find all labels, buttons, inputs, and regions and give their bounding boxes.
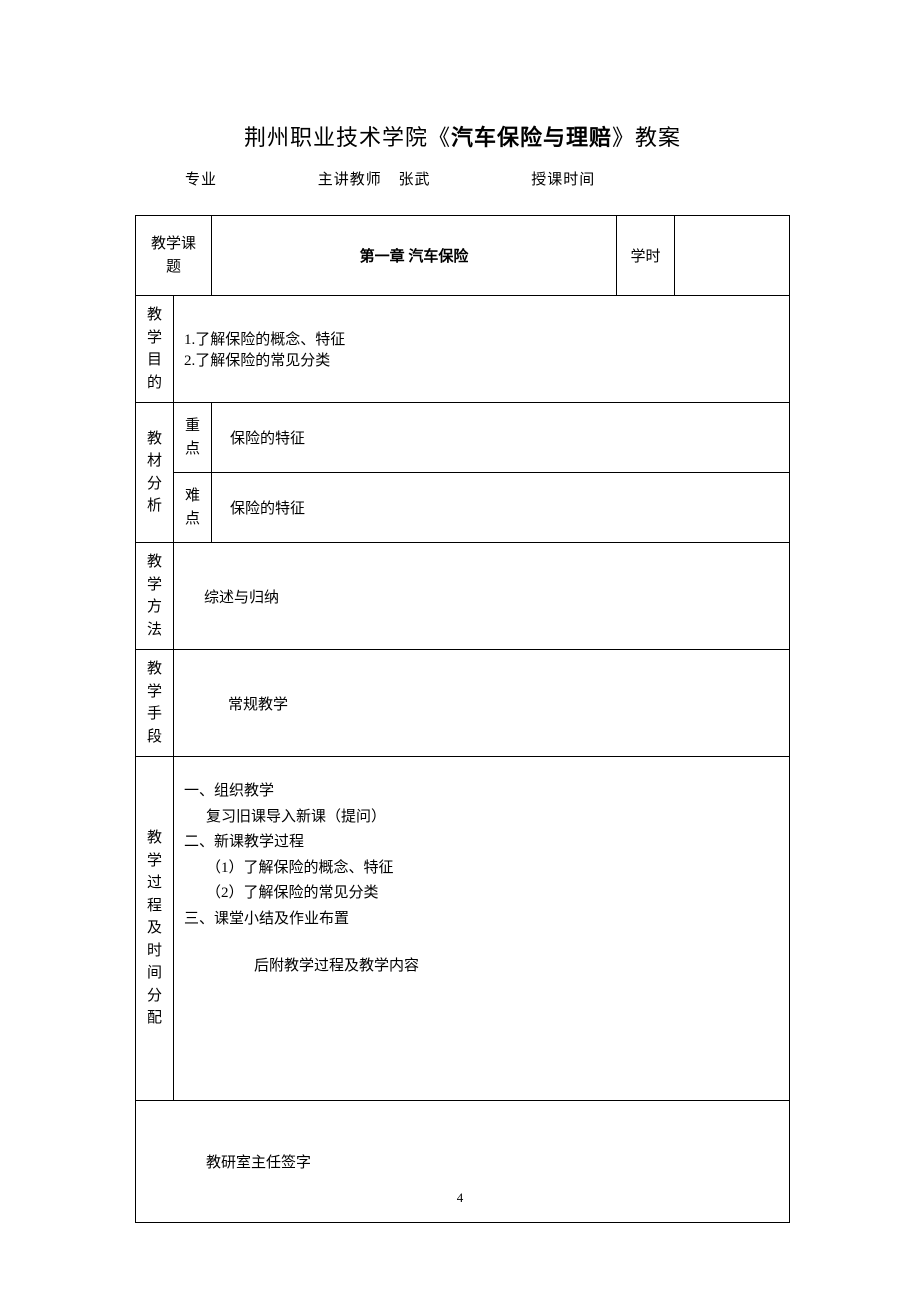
process-footer: 后附教学过程及教学内容	[184, 954, 779, 980]
topic-label: 教学课题	[136, 216, 212, 296]
page-number: 4	[0, 1190, 920, 1206]
process-label: 教学过程及时间分配	[136, 757, 174, 1101]
method-value: 综述与归纳	[174, 543, 790, 650]
row-process: 教学过程及时间分配 一、组织教学 复习旧课导入新课（提问） 二、新课教学过程 （…	[136, 757, 790, 1101]
major-label: 专业	[185, 168, 313, 189]
row-means: 教学手段 常规教学	[136, 650, 790, 757]
objective-content: 1.了解保险的概念、特征 2.了解保险的常见分类	[174, 296, 790, 403]
means-value: 常规教学	[174, 650, 790, 757]
hours-value	[675, 216, 790, 296]
row-method: 教学方法 综述与归纳	[136, 543, 790, 650]
process-line5: （2）了解保险的常见分类	[184, 881, 779, 907]
row-objective: 教学目的 1.了解保险的概念、特征 2.了解保险的常见分类	[136, 296, 790, 403]
row-keypoint: 教材分析 重点 保险的特征	[136, 403, 790, 473]
document-title: 荆州职业技术学院《汽车保险与理赔》教案	[135, 120, 790, 152]
keypoint-value: 保险的特征	[212, 403, 790, 473]
topic-value: 第一章 汽车保险	[212, 216, 617, 296]
process-line2: 复习旧课导入新课（提问）	[184, 805, 779, 831]
time-label: 授课时间	[531, 168, 595, 189]
title-suffix: 》教案	[612, 125, 681, 150]
title-bold: 汽车保险与理赔	[451, 125, 612, 150]
row-difficulty: 难点 保险的特征	[136, 473, 790, 543]
analysis-label: 教材分析	[136, 403, 174, 543]
process-line1: 一、组织教学	[184, 779, 779, 805]
teacher-value: 张武	[399, 168, 527, 189]
objective-line2: 2.了解保险的常见分类	[184, 349, 779, 370]
means-label: 教学手段	[136, 650, 174, 757]
process-line4: （1）了解保险的概念、特征	[184, 856, 779, 882]
teacher-label: 主讲教师	[318, 168, 394, 189]
keypoint-label: 重点	[174, 403, 212, 473]
difficulty-label: 难点	[174, 473, 212, 543]
header-info: 专业 主讲教师 张武 授课时间	[185, 168, 790, 189]
title-prefix: 荆州职业技术学院《	[244, 125, 451, 150]
process-content: 一、组织教学 复习旧课导入新课（提问） 二、新课教学过程 （1）了解保险的概念、…	[174, 757, 790, 1101]
hours-label: 学时	[617, 216, 675, 296]
method-label: 教学方法	[136, 543, 174, 650]
process-line3: 二、新课教学过程	[184, 830, 779, 856]
process-line6: 三、课堂小结及作业布置	[184, 907, 779, 933]
objective-line1: 1.了解保险的概念、特征	[184, 328, 779, 349]
lesson-plan-table: 教学课题 第一章 汽车保险 学时 教学目的 1.了解保险的概念、特征 2.了解保…	[135, 215, 790, 1223]
row-topic: 教学课题 第一章 汽车保险 学时	[136, 216, 790, 296]
difficulty-value: 保险的特征	[212, 473, 790, 543]
objective-label: 教学目的	[136, 296, 174, 403]
